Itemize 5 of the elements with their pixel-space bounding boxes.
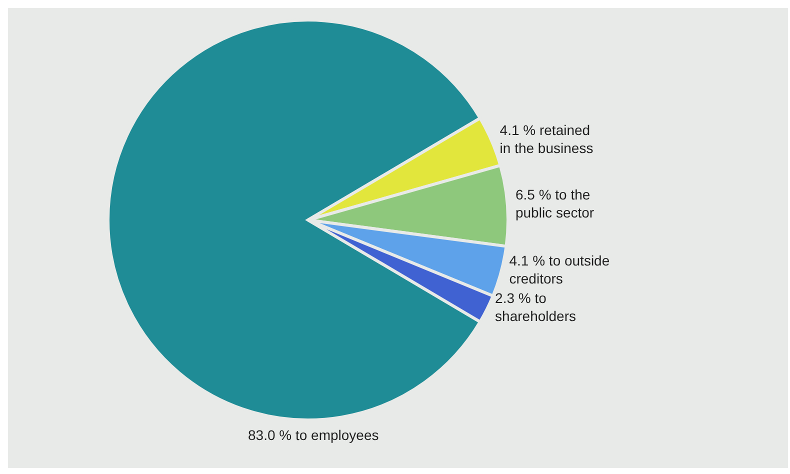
- slice-label: 83.0 % to employees: [248, 427, 379, 443]
- slice-label: 6.5 % to the public sector: [515, 186, 594, 221]
- slice-label: 4.1 % to outside creditors: [509, 252, 610, 287]
- slice-label: 4.1 % retained in the business: [500, 122, 594, 156]
- slice-label: 2.3 % to shareholders: [495, 290, 576, 324]
